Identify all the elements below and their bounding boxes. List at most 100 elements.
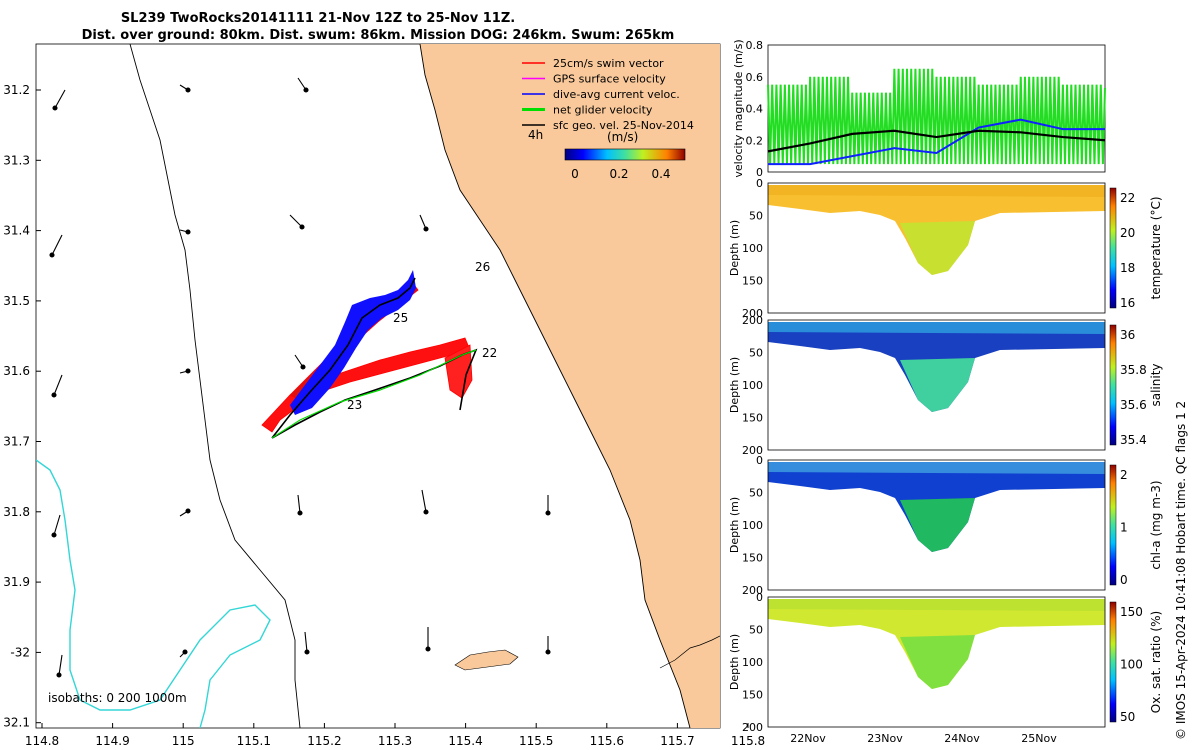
panel-frame [767,182,1106,314]
geo-arrow [51,234,63,256]
x-tick-label: 115.1 [237,734,271,748]
profile-deep [900,358,975,412]
panel-ylabel: Depth (m) [728,357,741,413]
series-dive-avg-current [768,118,1105,166]
geo-arrow-head [299,224,305,230]
panel-0: 0.8 0.6 0.4 0.2 0 velocity magnitude (m/s) [732,39,1106,179]
y-tick-label: 31.5 [3,294,30,308]
colorbar-tick: 2 [1120,468,1128,482]
panel-y-tick: 100 [742,242,763,255]
panel-frame [767,459,1106,591]
colorbar-label: salinity [1149,363,1163,406]
geo-arrow [53,374,63,396]
legend-entry: GPS surface velocity [553,73,666,86]
panel-y-tick: 0.4 [746,103,764,116]
series-sfc-geo-velocity [767,129,1106,153]
geo-arrow-head [304,649,310,655]
colorbar-tick: 35.6 [1120,398,1147,412]
x-tick-label: 115 [172,734,195,748]
title-line2: Dist. over ground: 80km. Dist. swum: 86k… [82,28,675,43]
profile-surface [768,185,1105,197]
geo-arrow [297,494,301,514]
panel-y-tick: 200 [742,721,763,734]
panel-y-tick: 50 [749,487,763,500]
panel-frame [767,596,1106,728]
panel-y-tick: 150 [742,689,763,702]
panel-y-tick: 150 [742,412,763,425]
geo-arrow-head [423,509,429,515]
panel-ylabel: velocity magnitude (m/s) [732,39,745,177]
colorbar-tick: 50 [1120,710,1135,724]
panel-colorbar [1109,324,1117,446]
day-label-22: 22 [482,346,497,360]
panel-y-tick: 150 [742,275,763,288]
panel-y-tick: 50 [749,347,763,360]
geo-arrow-head [182,649,188,655]
colorbar-tick: 1 [1120,521,1128,535]
geo-arrow [421,489,427,513]
colorbar-label: chl-a (mg m-3) [1149,480,1163,569]
time-tick-label: 24Nov [944,732,980,745]
colorbar-tick: 35.4 [1120,433,1147,447]
map-y-ticks: 31.2 31.3 31.4 31.5 31.6 31.7 31.8 31.9 -32 32.1 [3,83,41,730]
glider-track [271,277,478,439]
x-tick-label: 114.9 [95,734,129,748]
x-tick-label: 115.4 [448,734,482,748]
profile-surface [768,599,1105,611]
geo-arrow-head [300,364,306,370]
day-label-23: 23 [347,398,362,412]
time-tick-label: 22Nov [790,732,826,745]
profile-deep [900,221,975,275]
colorbar-tick: 18 [1120,261,1135,275]
geo-arrow-head [303,87,309,93]
y-tick-label: 31.3 [3,153,30,167]
colorbar-tick: 150 [1120,605,1143,619]
x-tick-label: 115.8 [731,734,765,748]
legend-entry: sfc geo. vel. 25-Nov-2014 [553,119,694,132]
geo-arrow-head [425,646,431,652]
colorbar-tick: 0 [1120,573,1128,587]
geo-arrow-head [545,510,551,516]
title-line1: SL239 TwoRocks20141111 21-Nov 12Z to 25-… [121,11,515,26]
panel-2: 200 50 100 150 200 Depth (m) 36 35.8 35.6 35.4 sal… [728,314,1163,457]
series-net-glider-velocity [767,68,1106,165]
geo-arrow-head [185,508,191,514]
geo-arrow [54,89,66,109]
panel-y-tick: 0.6 [746,71,764,84]
y-tick-label: 31.8 [3,505,30,519]
panel-y-tick: 200 [742,307,763,320]
panel-colorbar [1109,464,1117,586]
swan-river [659,635,720,669]
panel-y-tick: 100 [742,656,763,669]
time-axis: 22Nov 23Nov 24Nov 25Nov [790,732,1057,745]
legend-entry: dive-avg current veloc. [553,88,680,101]
y-tick-label: 32.1 [3,716,30,730]
profile-deep [900,498,975,552]
x-tick-label: 114.8 [25,734,59,748]
credit-text: © IMOS 15-Apr-2024 10:41:08 Hobart time.… [1174,401,1188,740]
geo-arrow [289,214,303,228]
geo-arrow-head [49,252,55,258]
colorbar-tick: 36 [1120,328,1135,342]
panel-y-tick: 200 [742,314,763,327]
land-mass [420,44,720,728]
geo-arrow [58,654,63,676]
colorbar-tick-1: 0.2 [609,167,628,181]
geo-arrow-head [423,226,429,232]
colorbar-label: Ox. sat. ratio (%) [1149,611,1163,713]
legend-entry: 25cm/s swim vector [553,57,664,70]
geo-arrow [304,631,308,653]
panel-colorbar [1109,187,1117,309]
profile-deep [900,635,975,689]
colorbar-tick: 22 [1120,191,1135,205]
colorbar-tick-2: 0.4 [651,167,670,181]
x-tick-label: 115.3 [378,734,412,748]
colorbar-tick-0: 0 [571,167,579,181]
map-x-ticks: 114.8 114.9 115 115.1 115.2 115.3 115.4 115.5 11… [25,723,765,748]
panel-y-tick: 50 [749,624,763,637]
colorbar-tick: 20 [1120,226,1135,240]
colorbar-tick: 35.8 [1120,363,1147,377]
geo-arrow-head [185,229,191,235]
profile-panels: 0.8 0.6 0.4 0.2 0 velocity magnitude (m/s) 0 50… [728,39,1163,734]
